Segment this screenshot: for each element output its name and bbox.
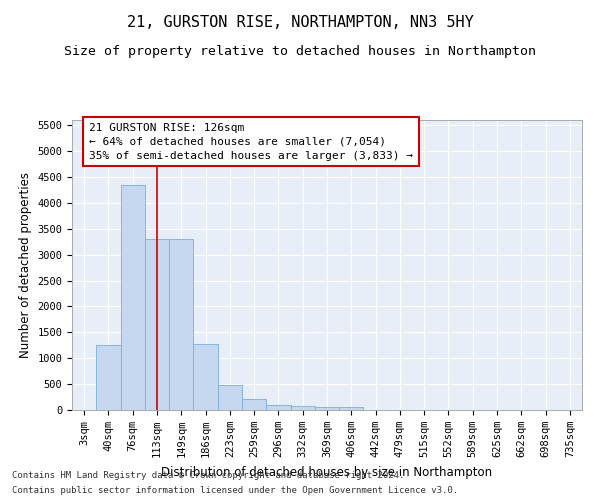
- Text: 21, GURSTON RISE, NORTHAMPTON, NN3 5HY: 21, GURSTON RISE, NORTHAMPTON, NN3 5HY: [127, 15, 473, 30]
- Bar: [266, 406, 290, 410]
- Text: Contains public sector information licensed under the Open Government Licence v3: Contains public sector information licen…: [12, 486, 458, 495]
- Text: 21 GURSTON RISE: 126sqm
← 64% of detached houses are smaller (7,054)
35% of semi: 21 GURSTON RISE: 126sqm ← 64% of detache…: [89, 122, 413, 161]
- Text: Size of property relative to detached houses in Northampton: Size of property relative to detached ho…: [64, 45, 536, 58]
- X-axis label: Distribution of detached houses by size in Northampton: Distribution of detached houses by size …: [161, 466, 493, 478]
- Y-axis label: Number of detached properties: Number of detached properties: [19, 172, 32, 358]
- Bar: [193, 344, 218, 410]
- Bar: [218, 384, 242, 410]
- Bar: [169, 239, 193, 410]
- Text: Contains HM Land Registry data © Crown copyright and database right 2024.: Contains HM Land Registry data © Crown c…: [12, 471, 404, 480]
- Bar: [290, 406, 315, 410]
- Bar: [339, 407, 364, 410]
- Bar: [315, 407, 339, 410]
- Bar: [121, 185, 145, 410]
- Bar: [145, 239, 169, 410]
- Bar: [242, 399, 266, 410]
- Bar: [96, 345, 121, 410]
